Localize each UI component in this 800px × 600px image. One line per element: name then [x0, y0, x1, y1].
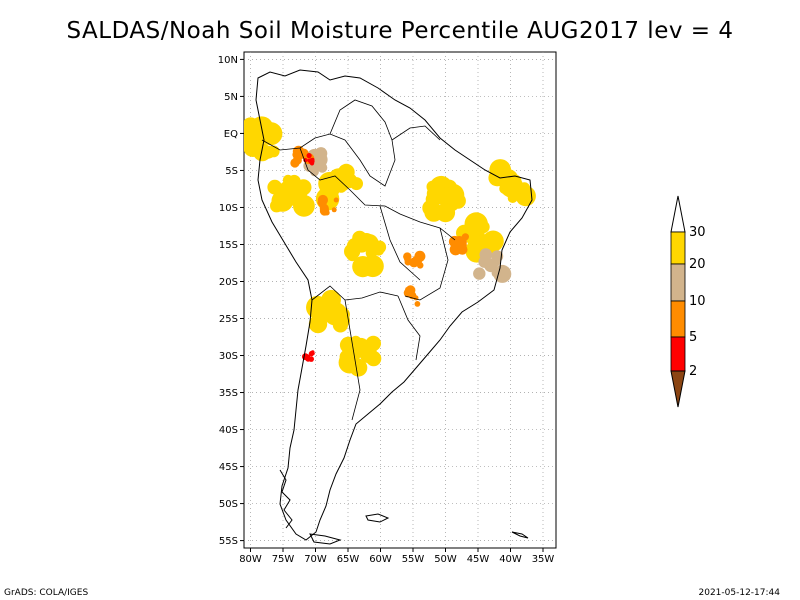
- colorbar-top-arrow: [670, 195, 686, 233]
- south-america-outline: [255, 69, 533, 541]
- footer-timestamp: 2021-05-12-17:44: [698, 588, 781, 598]
- colorbar-level-label: 2: [689, 364, 697, 379]
- lat-tick-label: 10S: [219, 203, 238, 214]
- shaded-cell-5-10: [331, 207, 337, 213]
- shaded-cell-20-30: [271, 190, 294, 212]
- shaded-cell-20-30: [267, 145, 280, 158]
- shaded-cell-20-30: [497, 168, 519, 191]
- shaded-cell-5-10: [454, 236, 465, 247]
- shaded-cell-20-30: [342, 173, 358, 189]
- colorbar-bottom-arrow: [670, 370, 686, 408]
- shaded-cell-5-10: [318, 199, 327, 208]
- colorbar-segment: [670, 300, 686, 338]
- lat-tick-label: 15S: [219, 240, 238, 251]
- soil-moisture-shading: [244, 116, 536, 377]
- lat-tick-label: 10N: [218, 55, 238, 66]
- shaded-cell-10-20: [478, 255, 491, 268]
- lat-tick-label: 35S: [219, 388, 238, 399]
- shaded-cell-20-30: [244, 117, 260, 135]
- shaded-cell-2-5: [308, 158, 315, 165]
- lon-tick-label: 60W: [369, 554, 392, 565]
- lat-tick-label: 50S: [219, 499, 238, 510]
- shaded-cell-20-30: [267, 179, 283, 195]
- shaded-cell-20-30: [434, 187, 453, 205]
- lon-tick-label: 40W: [499, 554, 522, 565]
- shaded-cell-20-30: [361, 255, 384, 278]
- colorbar-level-label: 20: [689, 257, 706, 272]
- shaded-cell-5-10: [403, 252, 412, 261]
- colorbar-segment: [670, 231, 686, 265]
- shaded-cell-20-30: [306, 295, 329, 319]
- lon-tick-label: 45W: [467, 554, 490, 565]
- lon-tick-label: 35W: [532, 554, 555, 565]
- footer-credit: GrADS: COLA/IGES: [4, 588, 89, 598]
- shaded-cell-10-20: [317, 162, 328, 173]
- lat-tick-label: EQ: [224, 129, 238, 140]
- lon-tick-label: 50W: [434, 554, 457, 565]
- colorbar-level-label: 30: [689, 225, 706, 240]
- falkland-islands: [365, 513, 390, 523]
- lon-tick-label: 65W: [337, 554, 360, 565]
- shaded-cell-10-20: [314, 147, 328, 160]
- shaded-cell-2-5: [302, 353, 309, 361]
- colorbar-segment: [670, 263, 686, 302]
- lat-tick-label: 30S: [219, 351, 238, 362]
- colorbar: 2 5 10 20 30: [670, 195, 706, 408]
- lon-tick-label: 75W: [272, 554, 295, 565]
- lon-tick-label: 70W: [304, 554, 327, 565]
- shaded-cell-5-10: [333, 197, 339, 203]
- lat-tick-label: 5N: [224, 92, 238, 103]
- south-georgia: [511, 531, 529, 539]
- axis-labels: 10N 5N EQ 5S 10S 15S 20S 25S 30S 35S 40S 45S 50S 55S8…: [218, 55, 555, 565]
- shaded-cell-5-10: [457, 244, 468, 255]
- shaded-cell-20-30: [366, 246, 379, 258]
- colorbar-level-label: 5: [689, 330, 697, 345]
- shaded-cell-20-30: [244, 137, 263, 157]
- lat-tick-label: 5S: [225, 166, 238, 177]
- shaded-cell-20-30: [435, 203, 456, 223]
- shaded-cell-10-20: [473, 267, 486, 280]
- shaded-cell-20-30: [487, 232, 498, 243]
- shaded-cell-5-10: [290, 158, 300, 168]
- border-lines: [261, 99, 456, 421]
- shaded-cell-20-30: [346, 238, 363, 254]
- shaded-cell-5-10: [414, 301, 421, 307]
- lat-tick-label: 25S: [219, 314, 238, 325]
- lat-tick-label: 20S: [219, 277, 238, 288]
- lon-tick-label: 55W: [402, 554, 425, 565]
- shaded-cell-20-30: [255, 120, 271, 135]
- coastline-borders: [255, 69, 533, 545]
- chile-archipelago: [279, 469, 293, 529]
- shaded-cell-20-30: [465, 217, 485, 237]
- shaded-cell-20-30: [351, 337, 371, 357]
- shaded-cell-5-10: [405, 286, 411, 293]
- shaded-cell-5-10: [416, 262, 424, 269]
- shaded-cell-20-30: [326, 302, 338, 313]
- lat-tick-label: 55S: [219, 536, 238, 547]
- shaded-cell-2-5: [309, 358, 313, 362]
- shaded-cell-2-5: [310, 350, 315, 354]
- colorbar-segment: [670, 336, 686, 372]
- shaded-cell-5-10: [404, 258, 412, 266]
- lat-tick-label: 40S: [219, 425, 238, 436]
- map-title: SALDAS/Noah Soil Moisture Percentile AUG…: [66, 18, 734, 44]
- shaded-cell-20-30: [288, 188, 306, 206]
- shaded-cell-2-5: [307, 153, 311, 158]
- shaded-cell-10-20: [493, 264, 512, 283]
- shaded-cell-20-30: [268, 125, 279, 136]
- lon-tick-label: 80W: [239, 554, 262, 565]
- colorbar-level-label: 10: [689, 294, 706, 309]
- tierra-del-fuego: [309, 533, 342, 545]
- shaded-cell-20-30: [450, 193, 466, 209]
- lat-tick-label: 45S: [219, 462, 238, 473]
